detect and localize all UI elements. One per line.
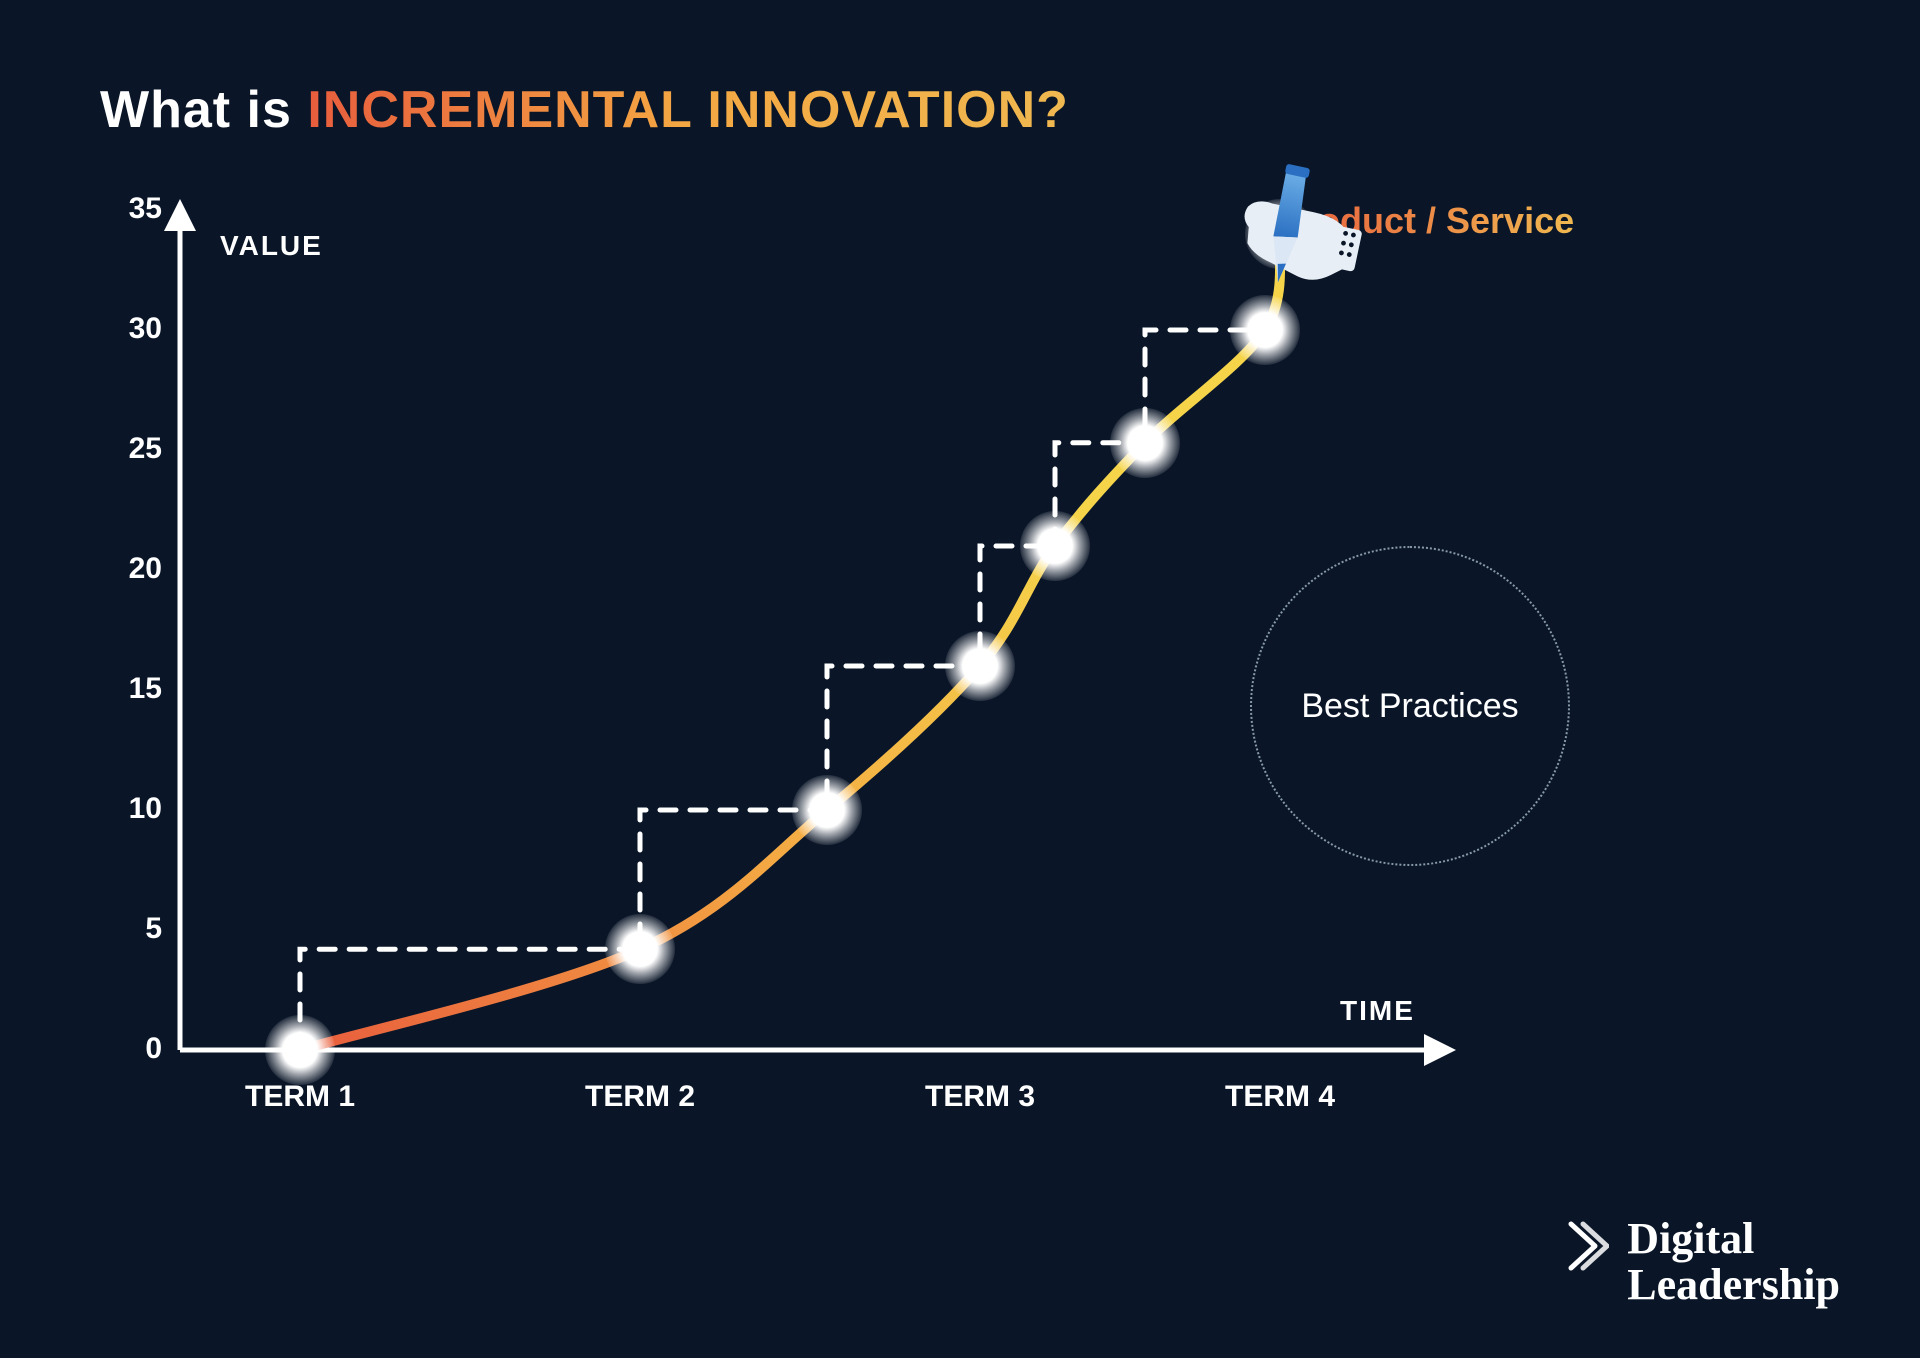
innovation-chart: 0 5 10 15 20 25 30 35 TERM 1 TERM 2 TERM 3 TERM 4 VA…: [60, 180, 1860, 1200]
x-axis-label: TIME: [1340, 995, 1415, 1027]
y-tick-label: 5: [112, 912, 162, 946]
brand-line2: Leadership: [1627, 1262, 1840, 1308]
y-tick-label: 20: [112, 552, 162, 586]
page-title: What is INCREMENTAL INNOVATION?: [100, 80, 1069, 140]
x-tick-label: TERM 2: [585, 1080, 695, 1114]
pen-hand-icon: [1185, 163, 1365, 338]
best-practices-text: Best Practices: [1301, 687, 1518, 726]
y-tick-label: 10: [112, 792, 162, 826]
y-tick-label: 30: [112, 312, 162, 346]
chart-svg: [60, 180, 1860, 1200]
brand-logo: Digital Leadership: [1565, 1216, 1840, 1308]
x-tick-label: TERM 3: [925, 1080, 1035, 1114]
y-tick-label: 0: [112, 1032, 162, 1066]
y-axis-label: VALUE: [220, 230, 323, 262]
title-emphasis: INCREMENTAL INNOVATION?: [307, 81, 1069, 139]
y-tick-label: 35: [112, 192, 162, 226]
x-tick-label: TERM 4: [1225, 1080, 1335, 1114]
chevron-icon: [1565, 1216, 1609, 1276]
best-practices-annotation: Best Practices: [1250, 546, 1570, 866]
x-tick-label: TERM 1: [245, 1080, 355, 1114]
brand-line1: Digital: [1627, 1216, 1840, 1262]
title-prefix: What is: [100, 81, 307, 139]
brand-text: Digital Leadership: [1627, 1216, 1840, 1308]
y-tick-label: 25: [112, 432, 162, 466]
y-tick-label: 15: [112, 672, 162, 706]
